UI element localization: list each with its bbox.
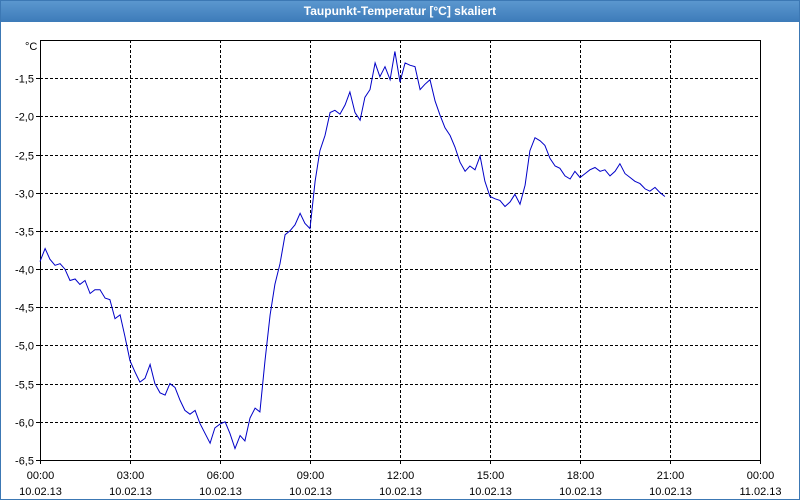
x-tick-time-label: 18:00: [567, 470, 595, 482]
y-tick-label: -3,5: [15, 227, 34, 239]
x-tick-date-label: 10.02.13: [469, 486, 512, 498]
x-tick-date-label: 10.02.13: [109, 486, 152, 498]
x-tick-date-label: 10.02.13: [379, 486, 422, 498]
y-tick-label: -6,5: [15, 456, 34, 468]
y-tick-label: -6,0: [15, 418, 34, 430]
x-tick-time-label: 00:00: [747, 470, 775, 482]
y-tick-label: -2,0: [15, 112, 34, 124]
x-tick-time-label: 09:00: [297, 470, 325, 482]
x-tick-time-label: 21:00: [657, 470, 685, 482]
x-tick-date-label: 10.02.13: [649, 486, 692, 498]
y-axis: °C -1,5 -2,0 -2,5 -3,0 -3,5 -4,0 -4,5 -5,0 -5,5 -6…: [15, 41, 40, 468]
x-tick-date-label: 10.02.13: [199, 486, 242, 498]
y-tick-label: -4,0: [15, 265, 34, 277]
x-tick-time-label: 06:00: [207, 470, 235, 482]
x-tick-date-label: 10.02.13: [289, 486, 332, 498]
y-tick-label: -5,0: [15, 341, 34, 353]
y-unit-label: °C: [25, 41, 37, 53]
window-title: Taupunkt-Temperatur [°C] skaliert: [1, 1, 799, 22]
y-tick-label: -5,5: [15, 380, 34, 392]
x-tick-time-label: 15:00: [477, 470, 505, 482]
y-tick-label: -2,5: [15, 151, 34, 163]
x-tick-date-label: 11.02.13: [739, 486, 781, 498]
x-axis: 00:00 10.02.13 03:00 10.02.13 06:00 10.02.13 0…: [19, 460, 782, 498]
x-tick-date-label: 10.02.13: [19, 486, 62, 498]
x-tick-date-label: 10.02.13: [559, 486, 602, 498]
x-tick-time-label: 12:00: [387, 470, 415, 482]
y-tick-label: -4,5: [15, 303, 34, 315]
grid-lines: [40, 40, 760, 460]
y-tick-label: -1,5: [15, 74, 34, 86]
x-tick-time-label: 03:00: [117, 470, 145, 482]
y-tick-label: -3,0: [15, 189, 34, 201]
series-line: [39, 51, 666, 450]
x-tick-time-label: 00:00: [27, 470, 55, 482]
